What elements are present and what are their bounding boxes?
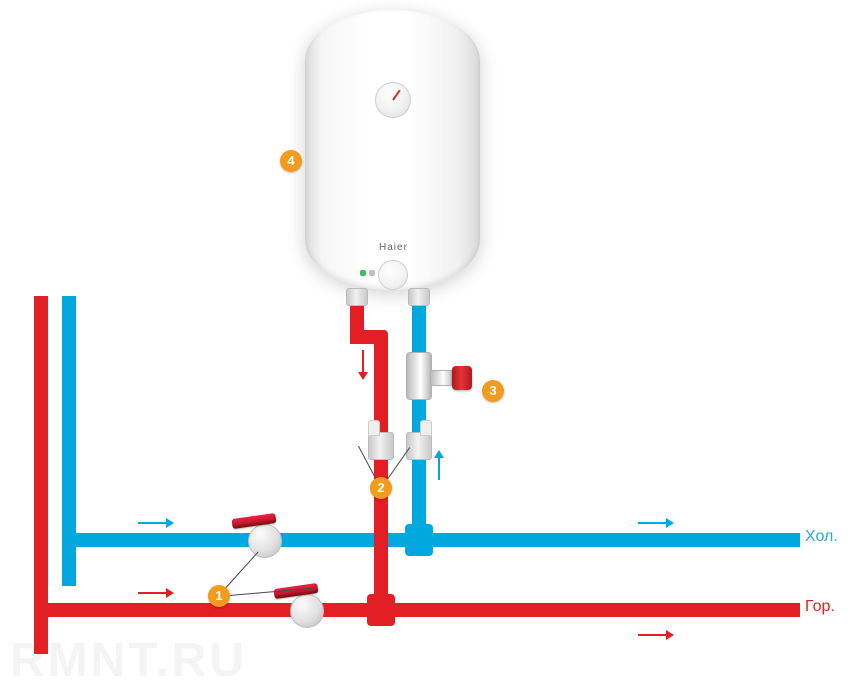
- brand-label: Haier: [379, 242, 408, 253]
- shutoff-hot-handle: [368, 420, 380, 436]
- ball-valve-hot: [290, 594, 324, 628]
- arrow-cold-up: [432, 448, 446, 482]
- water-heater: Haier: [305, 10, 480, 290]
- led-1: [360, 270, 366, 276]
- arrow-hot-right-1: [136, 586, 176, 600]
- shutoff-hot-body: [368, 432, 394, 460]
- marker-3: 3: [482, 380, 504, 402]
- marker-1: 1: [208, 585, 230, 607]
- safety-valve-body: [406, 352, 432, 400]
- riser-hot: [34, 296, 48, 654]
- temperature-gauge: [375, 82, 411, 118]
- control-dial: [378, 260, 408, 290]
- riser-hot-top: [34, 296, 48, 310]
- label-cold: Хол.: [805, 528, 838, 546]
- cold-up-2: [412, 300, 426, 358]
- arrow-cold-right-1: [136, 516, 176, 530]
- hot-up-2: [350, 300, 364, 340]
- shutoff-cold-handle: [420, 420, 432, 436]
- marker-4: 4: [280, 150, 302, 172]
- riser-cold-top: [62, 296, 76, 310]
- main-hot-horiz: [34, 603, 800, 617]
- heater-inlet-cold: [408, 288, 430, 306]
- arrow-hot-down: [356, 348, 370, 382]
- led-2: [369, 270, 375, 276]
- heater-outlet-hot: [346, 288, 368, 306]
- shutoff-cold-body: [406, 432, 432, 460]
- label-hot: Гор.: [805, 598, 835, 616]
- safety-valve-cap: [452, 366, 472, 390]
- hot-up-1: [374, 340, 388, 602]
- arrow-hot-right-2: [636, 628, 676, 642]
- marker-2: 2: [370, 477, 392, 499]
- safety-valve-side: [430, 370, 454, 386]
- ball-valve-cold: [248, 524, 282, 558]
- arrow-cold-right-2: [636, 516, 676, 530]
